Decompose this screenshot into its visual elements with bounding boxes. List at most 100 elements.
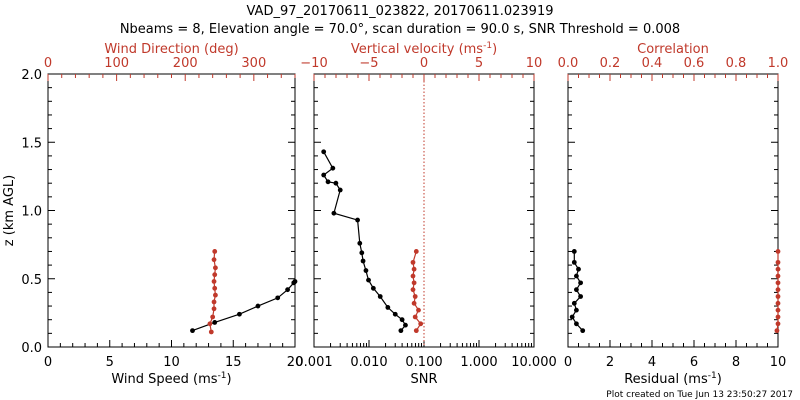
series-1-point xyxy=(574,287,579,293)
series-1-point xyxy=(321,149,327,155)
title-line-1: VAD_97_20170611_023822, 20170611.023919 xyxy=(247,4,554,19)
series-1-point xyxy=(578,294,583,299)
series-2-point xyxy=(207,321,213,327)
series-2-point xyxy=(774,328,780,334)
series-2-point xyxy=(410,287,416,293)
top-tick-label: 0.8 xyxy=(726,56,747,71)
y-tick-label: 0.0 xyxy=(21,341,42,356)
series-1-point xyxy=(360,258,366,264)
series-1-point xyxy=(571,249,577,254)
series-2-point xyxy=(775,266,781,272)
x-tick-label: 20 xyxy=(287,355,304,370)
x-tick-label: 10 xyxy=(770,355,787,370)
series-2-point xyxy=(210,314,216,320)
series-1-point xyxy=(377,294,383,299)
series-2-point xyxy=(413,249,419,254)
top-axis-label: Wind Direction (deg) xyxy=(104,42,238,57)
y-tick-label: 0.5 xyxy=(21,273,42,288)
series-2-point xyxy=(411,300,417,306)
series-2-point xyxy=(775,307,781,313)
top-tick-label: 5 xyxy=(475,56,483,71)
series-2-point xyxy=(212,249,218,254)
x-tick-label: 1.000 xyxy=(460,355,497,370)
top-tick-label: 0 xyxy=(420,56,428,71)
y-axis-label: z (km AGL) xyxy=(2,175,17,246)
series-1-point xyxy=(292,279,298,284)
x-tick-label: 0.100 xyxy=(405,355,442,370)
series-2-point xyxy=(775,314,781,320)
top-tick-label: 1.0 xyxy=(768,56,789,71)
series-2-point xyxy=(775,287,781,293)
series-1-point xyxy=(285,287,290,293)
series-2-point xyxy=(775,273,781,279)
series-1-point xyxy=(275,295,281,301)
series-1-point xyxy=(333,180,339,186)
series-2-point xyxy=(212,272,218,278)
top-tick-label: −5 xyxy=(359,56,378,71)
series-1-line xyxy=(322,151,407,331)
top-axis-label: Correlation xyxy=(637,42,709,57)
series-2-point xyxy=(211,279,217,284)
top-axis-label-text: Correlation xyxy=(637,42,709,57)
series-2-point xyxy=(418,321,424,327)
y-tick-label: 2.0 xyxy=(21,68,42,83)
x-tick-label: 0.001 xyxy=(295,355,332,370)
x-tick-label: 0 xyxy=(564,355,572,370)
x-axis-label-text: Wind Speed (ms xyxy=(111,372,217,387)
series-1-point xyxy=(330,165,336,171)
series-2-point xyxy=(211,306,217,312)
top-tick-label: 200 xyxy=(173,56,198,71)
series-2-point xyxy=(775,294,781,299)
series-2-point xyxy=(213,292,218,298)
footer-timestamp: Plot created on Tue Jun 13 23:50:27 2017 xyxy=(606,390,793,400)
series-1-point xyxy=(574,307,579,313)
series-2-point xyxy=(775,259,781,265)
series-1-point xyxy=(399,317,405,323)
x-axis-label: Residual (ms-1) xyxy=(624,371,722,387)
series-1-point xyxy=(580,328,586,334)
x-axis-label-end: ) xyxy=(227,372,232,387)
x-tick-label: 2 xyxy=(606,355,614,370)
x-tick-label: 0 xyxy=(44,355,52,370)
x-tick-label: 6 xyxy=(690,355,698,370)
series-2-point xyxy=(413,328,419,334)
series-2-point xyxy=(775,249,781,254)
x-tick-label: 10.000 xyxy=(511,355,557,370)
series-1-point xyxy=(212,320,218,325)
x-axis-label-text: Residual (ms xyxy=(624,372,708,387)
top-tick-label: 300 xyxy=(241,56,266,71)
x-tick-label: 15 xyxy=(225,355,242,370)
top-axis-label-text: Wind Direction (deg) xyxy=(104,42,238,57)
top-tick-label: 0.4 xyxy=(642,56,663,71)
series-1-point xyxy=(403,322,408,328)
series-1-point xyxy=(385,305,391,310)
title-line-2: Nbeams = 8, Elevation angle = 70.0°, sca… xyxy=(120,22,680,37)
series-2-point xyxy=(410,273,416,279)
x-tick-label: 4 xyxy=(648,355,656,370)
top-axis-label: Vertical velocity (ms-1) xyxy=(351,41,497,57)
x-axis-label: Wind Speed (ms-1) xyxy=(111,371,231,387)
series-2-point xyxy=(416,307,421,313)
series-2-point xyxy=(211,299,217,305)
series-1-point xyxy=(398,328,404,334)
x-axis-label-end: ) xyxy=(717,372,722,387)
series-1-point xyxy=(237,311,242,317)
series-2-point xyxy=(411,280,417,286)
top-axis-label-sup: -1 xyxy=(483,41,492,51)
x-axis-label-sup: -1 xyxy=(218,371,227,381)
series-1-point xyxy=(571,259,577,265)
series-2-point xyxy=(211,257,217,263)
series-1-point xyxy=(578,280,583,286)
series-2-point xyxy=(212,285,218,291)
series-2-point xyxy=(775,300,781,306)
series-1-point xyxy=(331,210,337,216)
top-axis-label-end: ) xyxy=(492,42,497,57)
series-1-point xyxy=(190,328,195,334)
top-tick-label: 0.6 xyxy=(684,56,705,71)
top-tick-label: 0.2 xyxy=(600,56,621,71)
series-1-point xyxy=(337,187,343,193)
series-1-point xyxy=(321,172,327,178)
series-2-point xyxy=(412,294,418,299)
series-1-point xyxy=(569,314,575,320)
